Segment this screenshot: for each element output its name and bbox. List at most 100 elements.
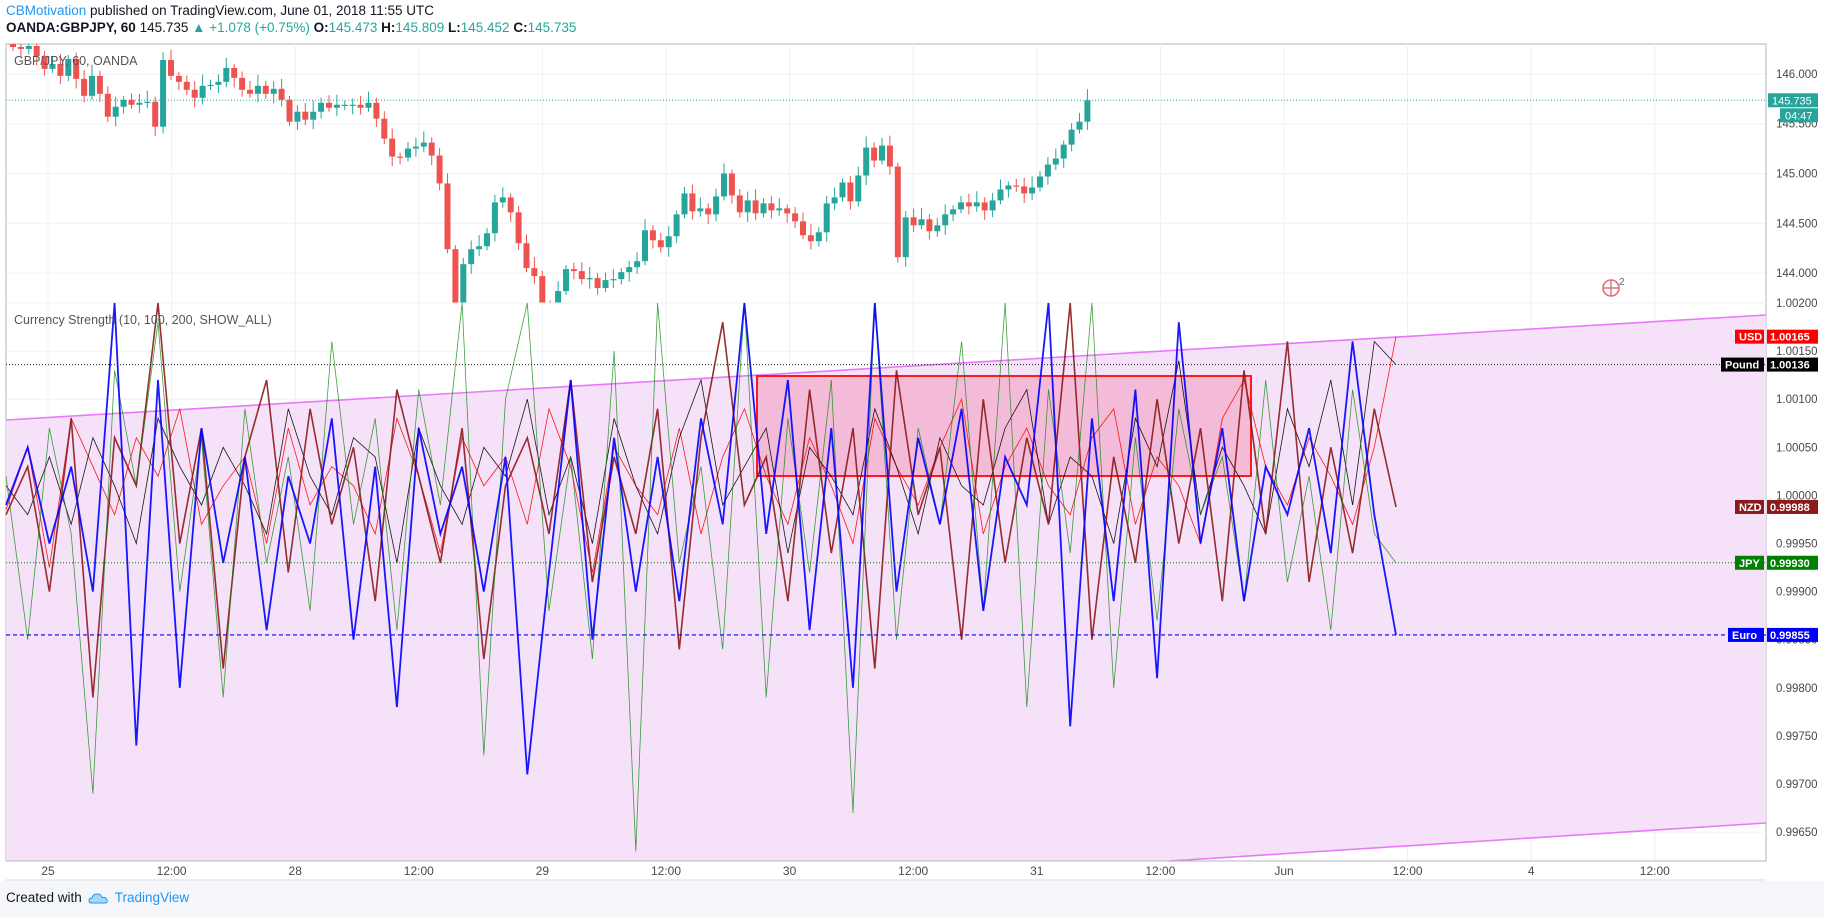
indicator-axis: 1.002001.001501.001001.000501.000000.999… bbox=[1721, 298, 1818, 839]
candle bbox=[886, 135, 893, 175]
candle bbox=[1076, 112, 1083, 134]
series-value-label: 0.99855 bbox=[1770, 630, 1810, 642]
indicator-tick-label: 0.99800 bbox=[1776, 683, 1818, 695]
channel-bottom-line[interactable] bbox=[1169, 822, 1767, 862]
candle bbox=[681, 187, 688, 219]
candle bbox=[96, 70, 103, 102]
candle bbox=[507, 193, 514, 222]
candle bbox=[713, 188, 720, 222]
candle bbox=[81, 70, 88, 103]
candle bbox=[721, 163, 727, 201]
candle bbox=[381, 111, 388, 145]
candle bbox=[902, 210, 909, 267]
candle bbox=[318, 97, 325, 119]
candle bbox=[973, 191, 980, 212]
candle bbox=[231, 63, 238, 88]
chart-header: CBMotivation published on TradingView.co… bbox=[6, 2, 1816, 36]
candle bbox=[815, 227, 822, 247]
tradingview-cloud-icon bbox=[88, 892, 108, 903]
candle bbox=[1037, 171, 1043, 192]
settings-badge-icon[interactable]: 2 bbox=[1602, 277, 1625, 297]
footer: Created with TradingView bbox=[6, 890, 189, 905]
candle bbox=[1084, 89, 1091, 130]
candle bbox=[586, 266, 593, 289]
candle bbox=[452, 245, 459, 303]
candle bbox=[531, 256, 538, 285]
candle bbox=[128, 93, 135, 109]
price-pane-title: GBP/JPY, 60, OANDA bbox=[14, 54, 138, 68]
candle bbox=[768, 195, 775, 219]
candle bbox=[1044, 156, 1051, 185]
time-tick-label: 31 bbox=[1030, 864, 1044, 878]
candle bbox=[286, 95, 293, 126]
candle bbox=[665, 226, 672, 257]
candle bbox=[594, 272, 601, 295]
candle bbox=[262, 80, 269, 100]
candle bbox=[879, 138, 885, 165]
price-tick-label: 146.000 bbox=[1776, 69, 1818, 81]
author-link[interactable]: CBMotivation bbox=[6, 3, 87, 18]
candle bbox=[239, 71, 246, 97]
candle bbox=[491, 194, 498, 242]
time-tick-label: 25 bbox=[41, 864, 55, 878]
candle bbox=[981, 197, 988, 220]
high-label: H: bbox=[381, 20, 396, 35]
series-name-label: Pound bbox=[1725, 360, 1759, 372]
candle bbox=[705, 203, 712, 224]
candle bbox=[555, 281, 562, 303]
price-tick-label: 144.500 bbox=[1776, 218, 1818, 230]
series-name-label: JPY bbox=[1739, 558, 1760, 570]
candle bbox=[673, 210, 680, 244]
candle bbox=[436, 147, 443, 191]
price-change: ▲ +1.078 (+0.75%) bbox=[192, 20, 310, 35]
candle bbox=[1005, 181, 1012, 198]
time-tick-label: Jun bbox=[1274, 864, 1293, 878]
candle bbox=[10, 44, 16, 51]
ohlc-line: OANDA:GBPJPY, 60 145.735 ▲ +1.078 (+0.75… bbox=[6, 19, 1816, 36]
candle bbox=[175, 71, 182, 91]
indicator-tick-label: 0.99700 bbox=[1776, 779, 1818, 791]
open-label: O: bbox=[313, 20, 329, 35]
time-tick-label: 12:00 bbox=[1640, 864, 1670, 878]
indicator-tick-label: 1.00050 bbox=[1776, 442, 1818, 454]
candle bbox=[1052, 148, 1059, 170]
candle bbox=[634, 252, 641, 274]
candle bbox=[926, 214, 933, 240]
candle bbox=[618, 268, 625, 285]
candle bbox=[539, 270, 546, 303]
candle bbox=[760, 198, 767, 218]
tradingview-link[interactable]: TradingView bbox=[88, 890, 189, 905]
candle bbox=[578, 262, 585, 285]
candle bbox=[349, 98, 356, 115]
candle bbox=[120, 95, 127, 114]
candle bbox=[476, 235, 483, 256]
candle bbox=[247, 81, 253, 98]
candle bbox=[602, 272, 609, 293]
candle bbox=[697, 197, 704, 217]
channel-top-line[interactable] bbox=[5, 314, 1767, 421]
candle bbox=[397, 152, 404, 165]
candle bbox=[776, 198, 783, 216]
candle bbox=[965, 193, 972, 215]
candle bbox=[744, 191, 751, 222]
candle bbox=[942, 204, 949, 235]
series-name-label: Euro bbox=[1732, 630, 1757, 642]
candle bbox=[792, 206, 799, 229]
time-tick-label: 12:00 bbox=[157, 864, 187, 878]
candle bbox=[17, 44, 24, 58]
candle bbox=[183, 75, 190, 96]
candle bbox=[1029, 176, 1036, 201]
candle bbox=[1013, 179, 1020, 192]
footer-bar bbox=[0, 881, 1824, 917]
candle bbox=[570, 262, 577, 280]
candle bbox=[894, 162, 901, 263]
close-value: 145.735 bbox=[527, 20, 577, 35]
symbol-label[interactable]: OANDA:GBPJPY, 60 bbox=[6, 20, 136, 35]
series-badge-usd: USD 1.00165 bbox=[1735, 329, 1818, 344]
indicator-tick-label: 1.00200 bbox=[1776, 298, 1818, 310]
candle bbox=[807, 224, 814, 250]
time-tick-label: 12:00 bbox=[898, 864, 928, 878]
candle bbox=[389, 128, 396, 167]
time-tick-label: 4 bbox=[1528, 864, 1535, 878]
